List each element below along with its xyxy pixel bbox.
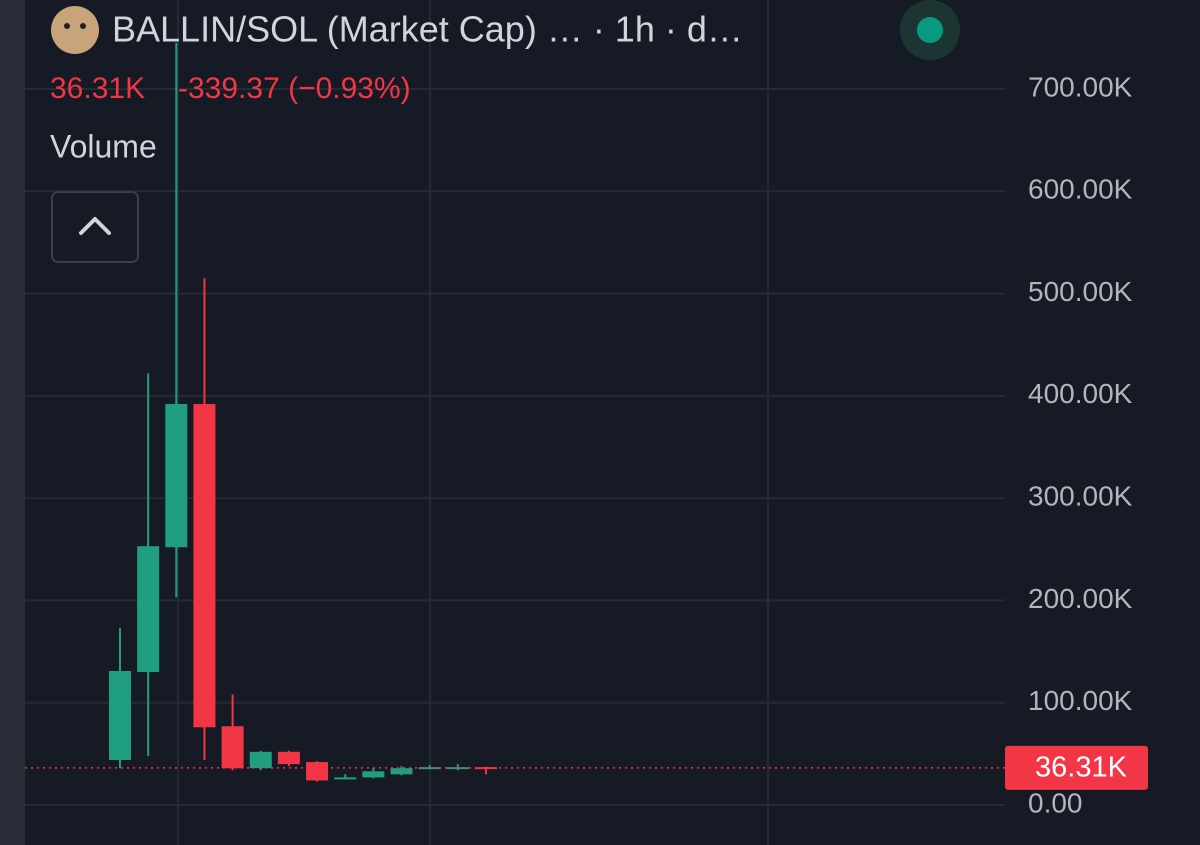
chevron-up	[79, 217, 111, 235]
price-axis: 0.00 100.00K 200.00K 300.00K 400.00K 500.00K 6…	[1005, 71, 1148, 818]
grid	[25, 0, 1005, 845]
y-tick-label: 0.00	[1028, 787, 1083, 818]
token-icon-eye	[64, 23, 70, 29]
y-tick-label: 100.00K	[1028, 685, 1133, 716]
left-strip	[0, 0, 25, 845]
token-icon-eye	[80, 23, 86, 29]
last-price-tag: 36.31K	[1035, 752, 1128, 784]
candle-body	[249, 751, 272, 769]
candle-body	[137, 546, 160, 673]
candle-body	[334, 777, 357, 780]
y-tick-label: 500.00K	[1028, 276, 1133, 307]
candle-body	[221, 726, 244, 769]
y-tick-label: 700.00K	[1028, 71, 1133, 102]
y-tick-label: 200.00K	[1028, 583, 1133, 614]
candle-body	[418, 767, 441, 770]
volume-label: Volume	[50, 128, 157, 164]
chart-title: BALLIN/SOL (Market Cap) … · 1h · d…	[112, 9, 743, 50]
candle-body	[362, 771, 385, 778]
y-tick-label: 600.00K	[1028, 174, 1133, 205]
y-tick-label: 400.00K	[1028, 378, 1133, 409]
candle-body	[165, 404, 188, 548]
candle-body	[109, 671, 131, 760]
last-price-box	[1005, 745, 1148, 790]
y-tick-label: 300.00K	[1028, 481, 1133, 512]
collapse-button[interactable]	[51, 191, 139, 263]
price-change: -339.37 (−0.93%)	[178, 72, 411, 105]
status-dot	[917, 17, 943, 43]
last-price: 36.31K	[50, 72, 145, 105]
plot	[25, 42, 1005, 782]
candle-body	[474, 767, 497, 770]
candle-body	[306, 762, 329, 781]
candle-body	[193, 404, 216, 728]
token-icon	[51, 6, 99, 54]
candle-body	[277, 751, 300, 765]
candle-body	[390, 768, 413, 775]
